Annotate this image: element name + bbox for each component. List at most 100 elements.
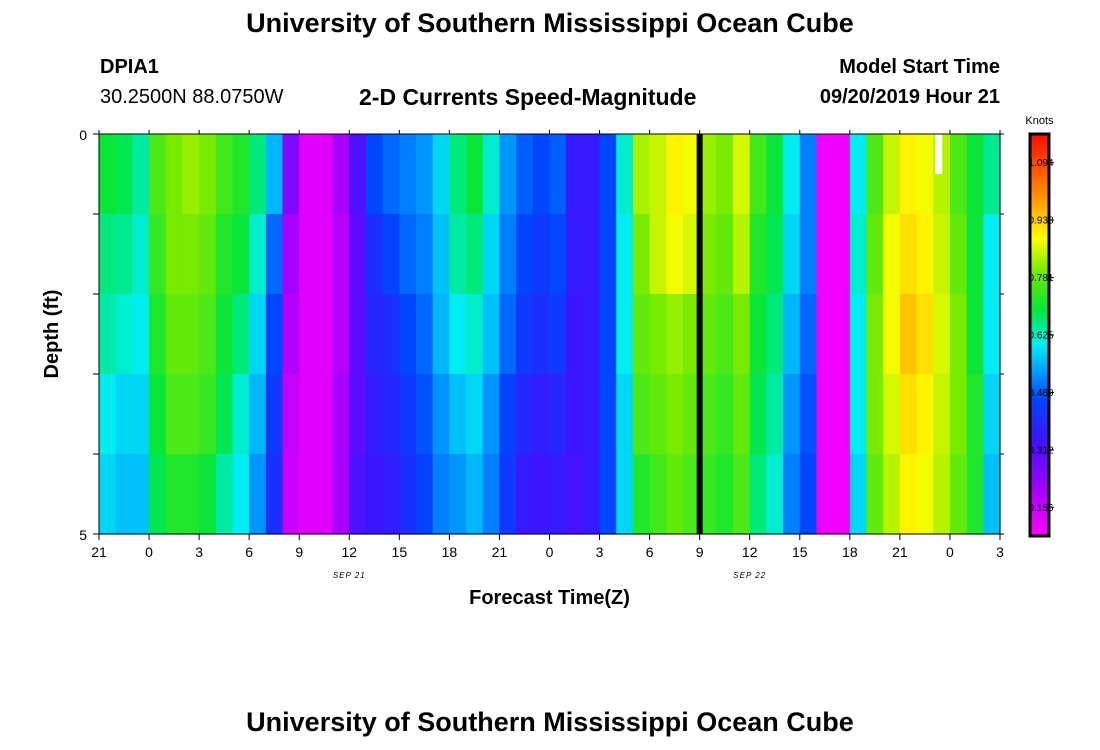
colorbar-segment [1030, 298, 1049, 303]
colorbar-segment [1030, 237, 1049, 242]
colorbar-segment [1030, 515, 1049, 520]
heatmap-cell [149, 294, 167, 375]
heatmap-cell [215, 374, 234, 455]
x-tick-label: 3 [596, 544, 604, 560]
heatmap-cell [416, 134, 434, 215]
x-tick-label: 3 [996, 544, 1004, 560]
heatmap-cell [916, 374, 934, 455]
colorbar-segment [1030, 391, 1049, 396]
heatmap-cell [182, 374, 200, 455]
colorbar-segment [1030, 247, 1049, 252]
heatmap-cell [382, 374, 400, 455]
colorbar-segment [1030, 415, 1049, 420]
heatmap-cell [833, 134, 851, 215]
colorbar-segment [1030, 301, 1049, 306]
heatmap-cell [265, 134, 284, 215]
colorbar-segment [1030, 442, 1049, 447]
colorbar-segment [1030, 381, 1049, 386]
bottom-title: University of Southern Mississippi Ocean… [246, 707, 854, 737]
colorbar-segment [1030, 455, 1049, 460]
colorbar-segment [1030, 355, 1049, 360]
heatmap-cell [599, 454, 617, 535]
heatmap-cell [749, 134, 768, 215]
heatmap-cell [699, 374, 717, 455]
colorbar-segment [1030, 482, 1049, 487]
x-tick-label: 18 [842, 544, 858, 560]
heatmap-cell [883, 374, 901, 455]
heatmap-cell [315, 454, 334, 535]
model-start-value: 09/20/2019 Hour 21 [819, 86, 1000, 108]
heatmap-cell [99, 134, 117, 215]
heatmap-cell [666, 454, 684, 535]
heatmap-cell [482, 294, 501, 375]
colorbar-segment [1030, 174, 1049, 179]
heatmap-cell [599, 374, 617, 455]
heatmap-cell [132, 134, 150, 215]
heatmap-cell [499, 374, 517, 455]
colorbar-segment [1030, 144, 1049, 148]
x-tick-label: 9 [295, 544, 303, 560]
heatmap-cell [883, 294, 901, 375]
heatmap-cell [99, 214, 117, 295]
heatmap-cell [349, 374, 367, 455]
heatmap-cell [783, 214, 801, 295]
heatmap-cell [949, 214, 968, 295]
colorbar-segment [1030, 385, 1049, 390]
heatmap-cell [833, 374, 851, 455]
colorbar-segment [1030, 241, 1049, 246]
heatmap-cell [582, 294, 601, 375]
heatmap-cell [582, 454, 601, 535]
heatmap-cell [482, 134, 501, 215]
heatmap-cell [866, 294, 884, 375]
colorbar-segment [1030, 408, 1049, 413]
colorbar-segment [1030, 348, 1049, 353]
colorbar-segment [1030, 194, 1049, 199]
heatmap-cell [332, 214, 350, 295]
heatmap-cell [115, 294, 133, 375]
heatmap-cell [182, 454, 200, 535]
x-tick-label: 0 [946, 544, 954, 560]
colorbar-tick-label: 0.938 [1028, 216, 1053, 227]
heatmap-cell [666, 214, 684, 295]
heatmap-cell [482, 374, 501, 455]
heatmap-cell [416, 294, 434, 375]
heatmap-cell [165, 134, 184, 215]
heatmap-cell [799, 214, 818, 295]
heatmap-cell [916, 454, 934, 535]
colorbar-segment [1030, 335, 1049, 339]
x-axis-label: Forecast Time(Z) [469, 587, 630, 609]
heatmap-cell [382, 214, 400, 295]
heatmap-cell [549, 294, 567, 375]
heatmap-cell [883, 454, 901, 535]
heatmap-cell [833, 294, 851, 375]
heatmap-cell [799, 134, 818, 215]
heatmap-cell [516, 294, 534, 375]
heatmap-cell [632, 454, 651, 535]
heatmap-cell [682, 134, 701, 215]
colorbar-segment [1030, 445, 1049, 450]
heatmap-cell [416, 374, 434, 455]
heatmap-cell [899, 214, 918, 295]
heatmap-cell [365, 294, 384, 375]
heatmap-cell [849, 214, 868, 295]
heatmap-cell [516, 454, 534, 535]
colorbar-segment [1030, 294, 1049, 299]
heatmap-cell [599, 134, 617, 215]
colorbar-segment [1030, 328, 1049, 333]
colorbar-segment [1030, 164, 1049, 169]
colorbar-segment [1030, 308, 1049, 313]
x-tick-label: 9 [696, 544, 704, 560]
heatmap-cell [616, 214, 634, 295]
heatmap-cell [699, 454, 717, 535]
x-tick-label: 0 [546, 544, 554, 560]
heatmap-cell [315, 374, 334, 455]
heatmap-cell [265, 454, 284, 535]
colorbar-segment [1030, 489, 1049, 494]
heatmap-cell [666, 294, 684, 375]
heatmap-cell [666, 134, 684, 215]
heatmap-cell [816, 294, 834, 375]
heatmap-cell [399, 374, 417, 455]
heatmap-cell [165, 374, 184, 455]
colorbar-segment [1030, 341, 1049, 346]
heatmap-cell [649, 214, 667, 295]
